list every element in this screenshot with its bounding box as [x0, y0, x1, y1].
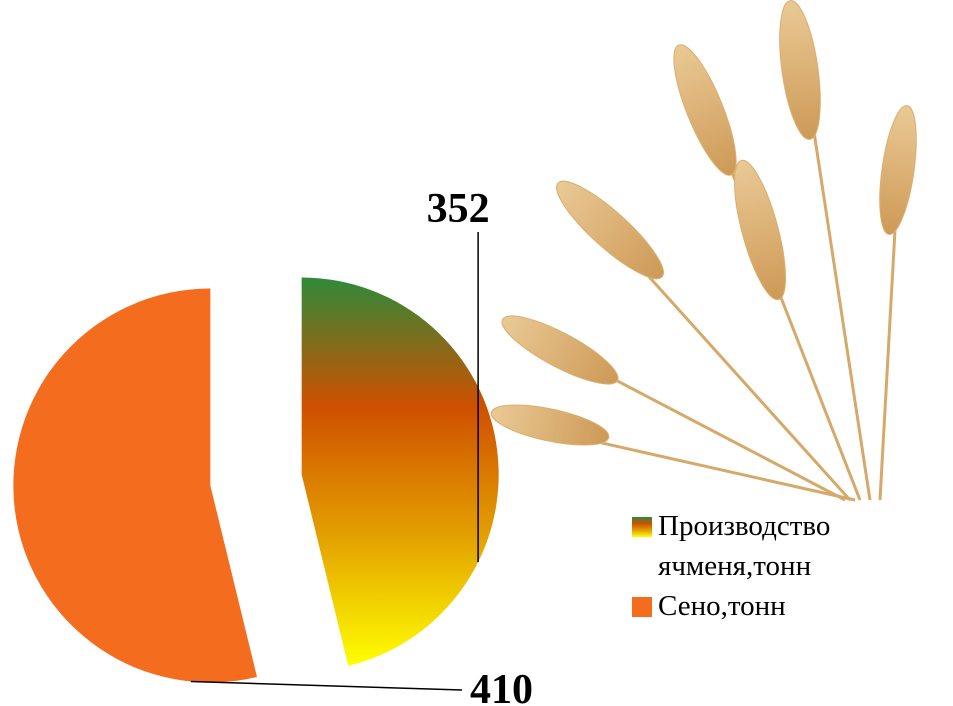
legend-label: Сено,тонн — [658, 590, 786, 622]
pie-slice — [301, 277, 499, 666]
pie-slice — [13, 288, 257, 683]
data-label: 352 — [427, 186, 490, 232]
data-label: 410 — [470, 667, 533, 706]
legend-swatch — [632, 517, 652, 537]
legend-label: Производство ячменя,тонн — [658, 510, 831, 582]
legend: Производство ячменя,тонн Сено,тонн — [630, 506, 900, 626]
legend-item: Сено,тонн — [630, 586, 900, 626]
legend-item: Производство ячменя,тонн — [630, 506, 900, 586]
leader-line — [190, 680, 463, 691]
wheat-illustration — [490, 0, 917, 502]
legend-swatch — [632, 597, 652, 617]
